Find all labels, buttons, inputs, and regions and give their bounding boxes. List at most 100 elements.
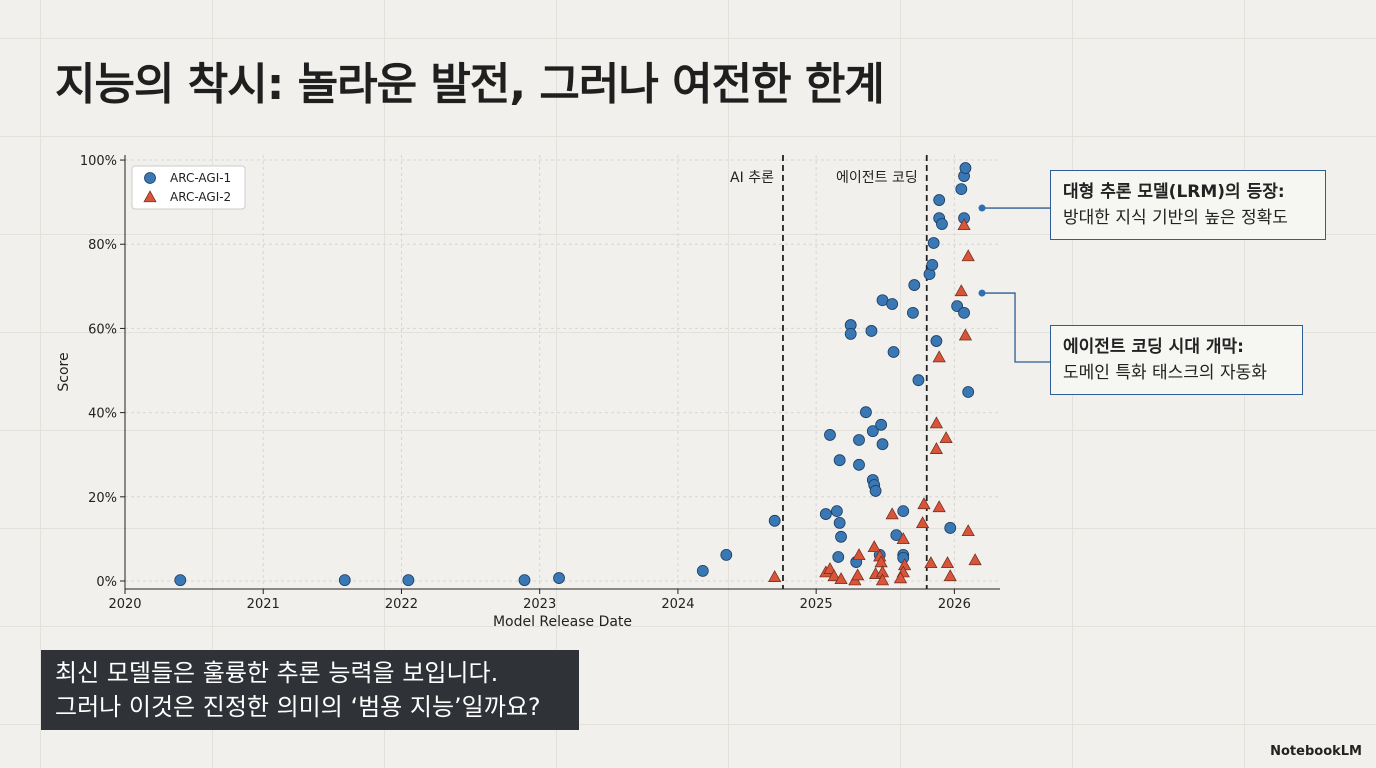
data-point [852,548,866,561]
legend-label: ARC-AGI-1 [170,171,231,185]
data-point [819,508,832,520]
data-point [768,514,781,527]
data-point [876,438,889,451]
data-point [875,573,890,586]
data-point [865,325,878,337]
data-point [933,194,946,206]
data-point [338,574,351,587]
callout-text: 방대한 지식 기반의 높은 정확도 [1063,208,1288,228]
data-point [720,549,733,561]
data-point [961,524,975,537]
legend-label: ARC-AGI-2 [170,190,231,204]
callout: 에이전트 코딩 시대 개막: 도메인 특화 태스크의 자동화 [1050,325,1303,395]
data-point [832,551,845,563]
x-tick-label: 2026 [938,597,971,612]
data-point [962,386,975,398]
y-tick-label: 80% [88,238,117,253]
data-point [827,569,841,582]
data-point [844,328,857,340]
data-point [907,306,919,319]
brand: NotebookLM [1270,744,1362,759]
legend-marker [144,172,156,184]
data-point [929,442,944,454]
callout: 대형 추론 모델(LRM)의 등장: 방대한 지식 기반의 높은 정확도 [1050,170,1326,240]
data-point [959,162,972,174]
legend-marker [143,190,157,203]
data-point [932,350,946,363]
data-point [874,555,888,568]
data-point [968,553,982,566]
data-point [768,570,782,582]
milestone-label: AI 추론 [730,170,774,186]
data-point [696,564,709,577]
y-tick-label: 100% [80,154,117,169]
slide-title: 지능의 착시: 놀라운 발전, 그러나 여전한 한계 [55,59,885,110]
x-tick-label: 2021 [247,597,280,612]
data-point [869,485,882,497]
data-point [924,556,938,569]
data-point [867,540,881,553]
data-point [853,458,865,471]
x-axis-label: Model Release Date [493,614,632,630]
data-point [174,574,187,587]
x-tick-label: 2024 [661,597,694,612]
data-point [961,249,975,262]
callout-heading: 에이전트 코딩 시대 개막: [1063,337,1244,357]
y-tick-label: 20% [88,491,117,506]
data-point [944,522,957,534]
y-tick-label: 60% [88,322,117,337]
data-point [866,425,879,438]
x-tick-label: 2022 [385,597,418,612]
data-point [833,454,846,467]
x-tick-label: 2020 [108,597,141,612]
y-tick-label: 40% [88,407,117,422]
data-point [823,562,837,574]
data-point [835,530,847,543]
data-point [954,284,968,297]
data-point [834,572,848,585]
data-point [930,335,943,347]
x-tick-label: 2025 [800,597,833,612]
y-tick-label: 0% [96,575,117,590]
data-point [893,571,908,584]
data-point [926,258,939,271]
data-point [958,328,973,341]
data-point [830,505,843,518]
annotation-point [978,289,986,297]
data-point [957,218,971,231]
data-point [939,431,953,444]
data-point [943,569,957,582]
data-point [887,346,900,358]
data-point [553,572,565,584]
annotation-point [978,204,986,212]
data-point [824,429,836,441]
data-point [833,517,846,529]
data-point [860,406,872,419]
data-point [958,306,970,319]
callout-text: 도메인 특화 태스크의 자동화 [1063,363,1267,383]
data-point [917,497,931,510]
caption: 최신 모델들은 훌륭한 추론 능력을 보입니다. 그러나 이것은 진정한 의미의… [41,650,579,730]
data-point [885,507,899,520]
data-point [518,574,531,587]
connector [982,292,1050,363]
data-point [896,532,910,545]
data-point [851,568,865,581]
data-point [912,374,925,387]
data-point [875,418,888,431]
data-point [936,218,948,230]
legend-box [131,165,246,210]
data-point [932,500,946,513]
callout-heading: 대형 추론 모델(LRM)의 등장: [1063,182,1285,202]
caption-line: 최신 모델들은 훌륭한 추론 능력을 보입니다. [55,659,499,687]
data-point [955,183,968,195]
x-tick-label: 2023 [523,597,556,612]
data-point [853,434,865,446]
data-point [940,556,955,569]
milestone-label: 에이전트 코딩 [836,170,918,186]
data-point [915,516,930,529]
data-point [929,416,944,429]
data-point [927,237,940,249]
caption-line: 그러나 이것은 진정한 의미의 ‘범용 지능’일까요? [55,693,541,721]
